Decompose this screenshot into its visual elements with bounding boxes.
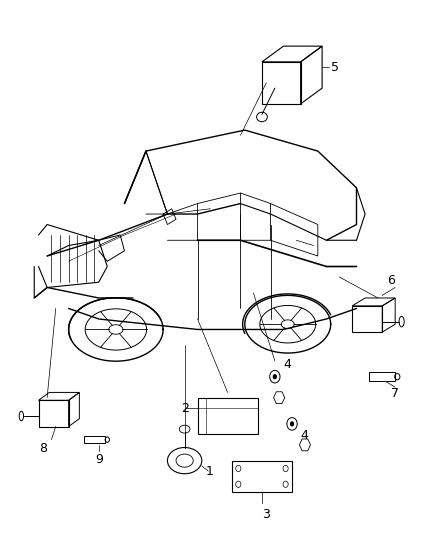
Bar (198, 398, 258, 434)
Circle shape (290, 421, 294, 426)
Bar (39, 400, 69, 426)
Text: 8: 8 (39, 442, 47, 455)
Text: 6: 6 (387, 274, 395, 287)
Text: 5: 5 (331, 61, 339, 74)
Text: 3: 3 (262, 508, 270, 521)
Text: 4: 4 (283, 358, 291, 372)
Text: 4: 4 (300, 429, 308, 442)
Bar (84, 436, 105, 443)
Bar (352, 306, 382, 332)
Text: 9: 9 (95, 453, 102, 466)
Bar (369, 373, 395, 381)
Text: 2: 2 (181, 402, 189, 415)
Circle shape (273, 374, 277, 379)
Bar (232, 461, 292, 492)
Text: 7: 7 (391, 387, 399, 400)
Text: 1: 1 (206, 465, 214, 478)
